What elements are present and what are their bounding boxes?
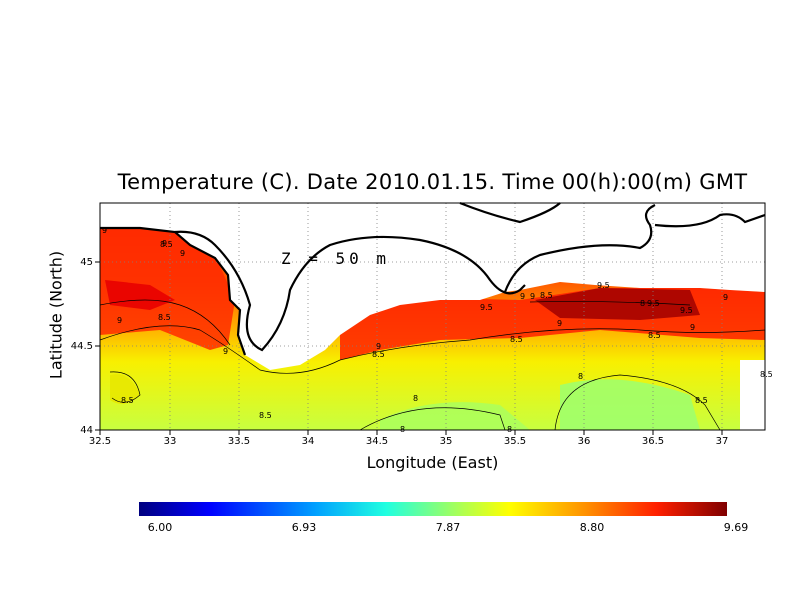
y-tick-label: 45 xyxy=(80,257,93,268)
contour-label: 9 xyxy=(180,249,185,258)
contour-label: 8 xyxy=(507,425,512,434)
grid-lines xyxy=(100,203,765,430)
x-tick-label: 37 xyxy=(716,436,729,447)
contour-label: 8.5 xyxy=(259,411,272,420)
x-tick-label: 34 xyxy=(302,436,315,447)
x-axis-label: Longitude (East) xyxy=(366,453,499,472)
x-tick-label: 33 xyxy=(164,436,177,447)
contour-label: 9.5 xyxy=(480,303,493,312)
contour-label: 8.5 xyxy=(648,331,661,340)
x-tick-label: 35 xyxy=(440,436,453,447)
x-axis-ticks xyxy=(99,430,723,435)
contour-label: 8.5 xyxy=(121,396,134,405)
contour-label: 9 xyxy=(117,316,122,325)
contour-label: 9 xyxy=(690,323,695,332)
depth-label: Z = 50 m xyxy=(281,249,390,268)
colorbar: 6.00 6.93 7.87 8.80 9.69 xyxy=(139,502,748,534)
contour-label: 8.5 xyxy=(510,335,523,344)
contour-label: 9 xyxy=(223,347,228,356)
contour-label: 9 xyxy=(102,226,107,235)
contour-label: 8.5 xyxy=(160,240,173,249)
contour-label: 8 xyxy=(400,425,405,434)
colorbar-tick-label: 8.80 xyxy=(580,521,605,534)
contour-label: 9.5 xyxy=(680,306,693,315)
contour-label: 8 xyxy=(578,372,583,381)
contour-label: 8 xyxy=(640,299,645,308)
colorbar-tick-label: 6.93 xyxy=(292,521,317,534)
contour-label: 8.5 xyxy=(695,396,708,405)
contour-label: 9.5 xyxy=(647,299,660,308)
contour-label: 9 xyxy=(162,239,167,248)
colorbar-tick-label: 9.69 xyxy=(724,521,749,534)
x-tick-label: 35.5 xyxy=(504,436,526,447)
contour-label: 9 xyxy=(376,342,381,351)
colorbar-gradient xyxy=(139,502,727,516)
colorbar-tick-label: 7.87 xyxy=(436,521,461,534)
contour-label: 8 xyxy=(413,394,418,403)
contour-label: 8.5 xyxy=(158,313,171,322)
colorbar-tick-label: 6.00 xyxy=(148,521,173,534)
contour-label: 8.5 xyxy=(540,291,553,300)
contour-label: 9 xyxy=(723,293,728,302)
x-tick-label: 34.5 xyxy=(366,436,388,447)
y-tick-label: 44.5 xyxy=(71,341,93,352)
contour-label: 8.5 xyxy=(760,370,773,379)
y-tick-label: 44 xyxy=(80,425,93,436)
contour-label: 9 xyxy=(520,292,525,301)
plot-frame xyxy=(99,202,766,431)
x-tick-label: 33.5 xyxy=(228,436,250,447)
contour-label-group: 9 9 9 8.5 9 8.5 8.5 9 8.5 9 8.5 8.5 8 8 … xyxy=(102,226,773,434)
contour-label: 9 xyxy=(557,319,562,328)
x-tick-label: 36 xyxy=(578,436,591,447)
map-title: Temperature (C). Date 2010.01.15. Time 0… xyxy=(117,170,748,194)
y-axis-tick-labels: 44 44.5 45 xyxy=(71,257,93,436)
contour-label: 9 xyxy=(530,292,535,301)
x-axis-tick-labels: 32.5 33 33.5 34 34.5 35 35.5 36 36.5 37 xyxy=(89,436,729,447)
x-tick-label: 36.5 xyxy=(642,436,664,447)
x-tick-label: 32.5 xyxy=(89,436,111,447)
y-axis-ticks xyxy=(95,261,100,431)
contour-label: 9.5 xyxy=(597,281,610,290)
contour-lines xyxy=(99,299,766,431)
coastline xyxy=(100,201,766,356)
contour-label: 8.5 xyxy=(372,350,385,359)
